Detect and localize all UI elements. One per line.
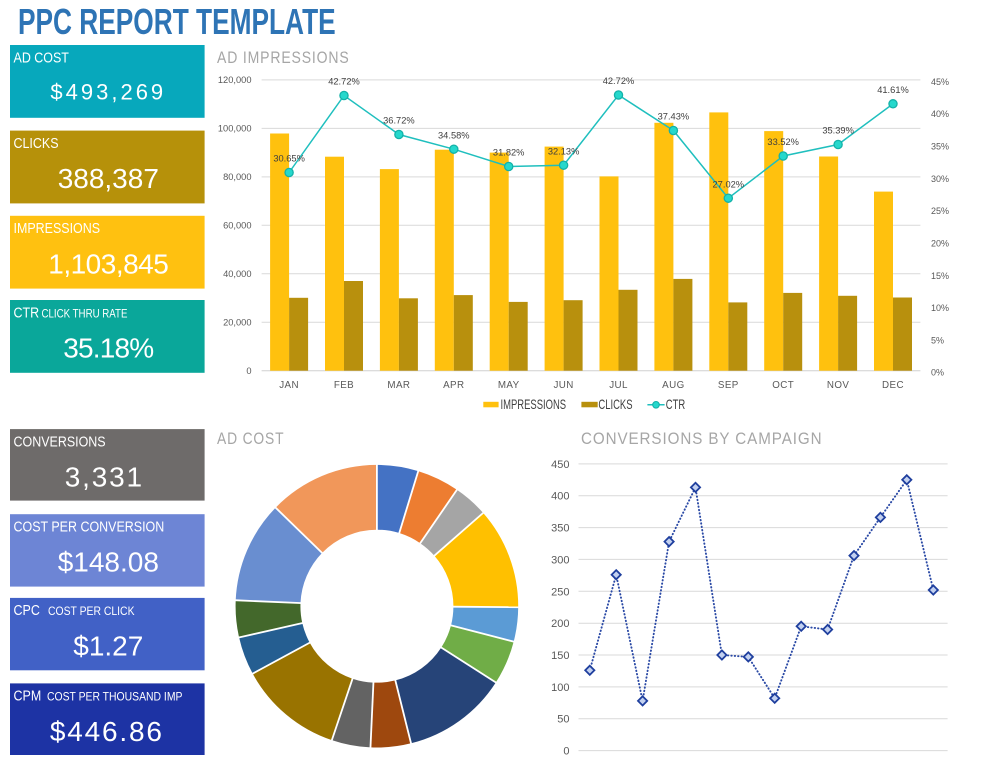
svg-text:0: 0 [246, 366, 251, 376]
svg-text:JUN: JUN [553, 380, 573, 391]
svg-text:$493,269: $493,269 [50, 80, 166, 105]
svg-text:300: 300 [551, 554, 569, 566]
svg-text:CONVERSIONS BY CAMPAIGN: CONVERSIONS BY CAMPAIGN [581, 430, 822, 448]
svg-text:OCT: OCT [772, 380, 794, 391]
svg-text:42.72%: 42.72% [603, 76, 635, 86]
svg-text:350: 350 [551, 523, 569, 535]
svg-text:40%: 40% [931, 109, 949, 119]
svg-text:$148.08: $148.08 [58, 547, 159, 578]
svg-text:JUL: JUL [609, 380, 628, 391]
svg-text:3,331: 3,331 [65, 462, 144, 493]
svg-text:20%: 20% [931, 239, 949, 249]
svg-text:COST PER CONVERSION: COST PER CONVERSION [14, 519, 165, 535]
svg-text:35%: 35% [931, 142, 949, 152]
svg-text:40,000: 40,000 [223, 269, 251, 279]
svg-text:150: 150 [551, 650, 569, 662]
svg-text:60,000: 60,000 [223, 221, 251, 231]
svg-text:37.43%: 37.43% [658, 112, 690, 122]
svg-text:36.72%: 36.72% [383, 116, 415, 126]
svg-text:120,000: 120,000 [218, 75, 252, 85]
svg-text:NOV: NOV [827, 380, 849, 391]
svg-text:CLICK THRU RATE: CLICK THRU RATE [42, 308, 128, 321]
svg-text:MAR: MAR [387, 380, 410, 391]
svg-text:20,000: 20,000 [223, 318, 251, 328]
svg-text:35.18%: 35.18% [63, 333, 153, 364]
svg-text:CTR: CTR [14, 304, 40, 320]
svg-text:CLICKS: CLICKS [598, 397, 632, 412]
svg-text:SEP: SEP [718, 380, 739, 391]
svg-text:APR: APR [443, 380, 464, 391]
svg-text:MAY: MAY [498, 380, 520, 391]
svg-text:450: 450 [551, 459, 569, 471]
svg-text:42.72%: 42.72% [328, 77, 360, 87]
svg-text:PPC REPORT TEMPLATE: PPC REPORT TEMPLATE [18, 1, 336, 42]
svg-text:CPM: CPM [14, 688, 42, 704]
svg-text:0: 0 [563, 746, 569, 758]
svg-text:34.58%: 34.58% [438, 130, 470, 140]
svg-text:COST PER CLICK: COST PER CLICK [48, 606, 135, 619]
svg-text:IMPRESSIONS: IMPRESSIONS [501, 397, 567, 412]
svg-text:$1.27: $1.27 [73, 630, 143, 661]
svg-text:400: 400 [551, 491, 569, 503]
svg-text:AD COST: AD COST [14, 49, 69, 65]
svg-text:33.52%: 33.52% [767, 137, 799, 147]
svg-text:0%: 0% [931, 368, 944, 378]
svg-text:JAN: JAN [279, 380, 299, 391]
svg-text:25%: 25% [931, 206, 949, 216]
svg-text:100: 100 [551, 682, 569, 694]
svg-text:IMPRESSIONS: IMPRESSIONS [14, 220, 101, 236]
svg-text:30%: 30% [931, 174, 949, 184]
svg-text:31.82%: 31.82% [493, 148, 525, 158]
svg-text:$446.86: $446.86 [50, 716, 164, 747]
svg-text:COST PER THOUSAND IMP: COST PER THOUSAND IMP [47, 691, 182, 704]
svg-text:250: 250 [551, 586, 569, 598]
svg-text:41.61%: 41.61% [877, 85, 909, 95]
svg-text:AUG: AUG [662, 380, 684, 391]
svg-text:CTR: CTR [666, 397, 685, 412]
svg-text:10%: 10% [931, 303, 949, 313]
svg-text:FEB: FEB [334, 380, 354, 391]
svg-text:100,000: 100,000 [218, 124, 252, 134]
svg-text:388,387: 388,387 [58, 163, 159, 194]
svg-text:35.39%: 35.39% [822, 126, 854, 136]
svg-text:200: 200 [551, 618, 569, 630]
svg-text:50: 50 [557, 714, 569, 726]
svg-text:CONVERSIONS: CONVERSIONS [14, 434, 106, 450]
svg-text:CPC: CPC [14, 602, 41, 618]
svg-text:1,103,845: 1,103,845 [48, 248, 168, 279]
svg-text:45%: 45% [931, 77, 949, 87]
svg-text:AD COST: AD COST [217, 430, 284, 448]
svg-text:30.65%: 30.65% [273, 154, 305, 164]
svg-text:80,000: 80,000 [223, 172, 251, 182]
svg-text:32.13%: 32.13% [548, 146, 580, 156]
svg-text:CLICKS: CLICKS [14, 135, 59, 151]
svg-text:15%: 15% [931, 271, 949, 281]
svg-text:5%: 5% [931, 335, 944, 345]
svg-text:AD IMPRESSIONS: AD IMPRESSIONS [217, 49, 350, 67]
svg-text:27.02%: 27.02% [713, 179, 745, 189]
svg-text:DEC: DEC [882, 380, 904, 391]
